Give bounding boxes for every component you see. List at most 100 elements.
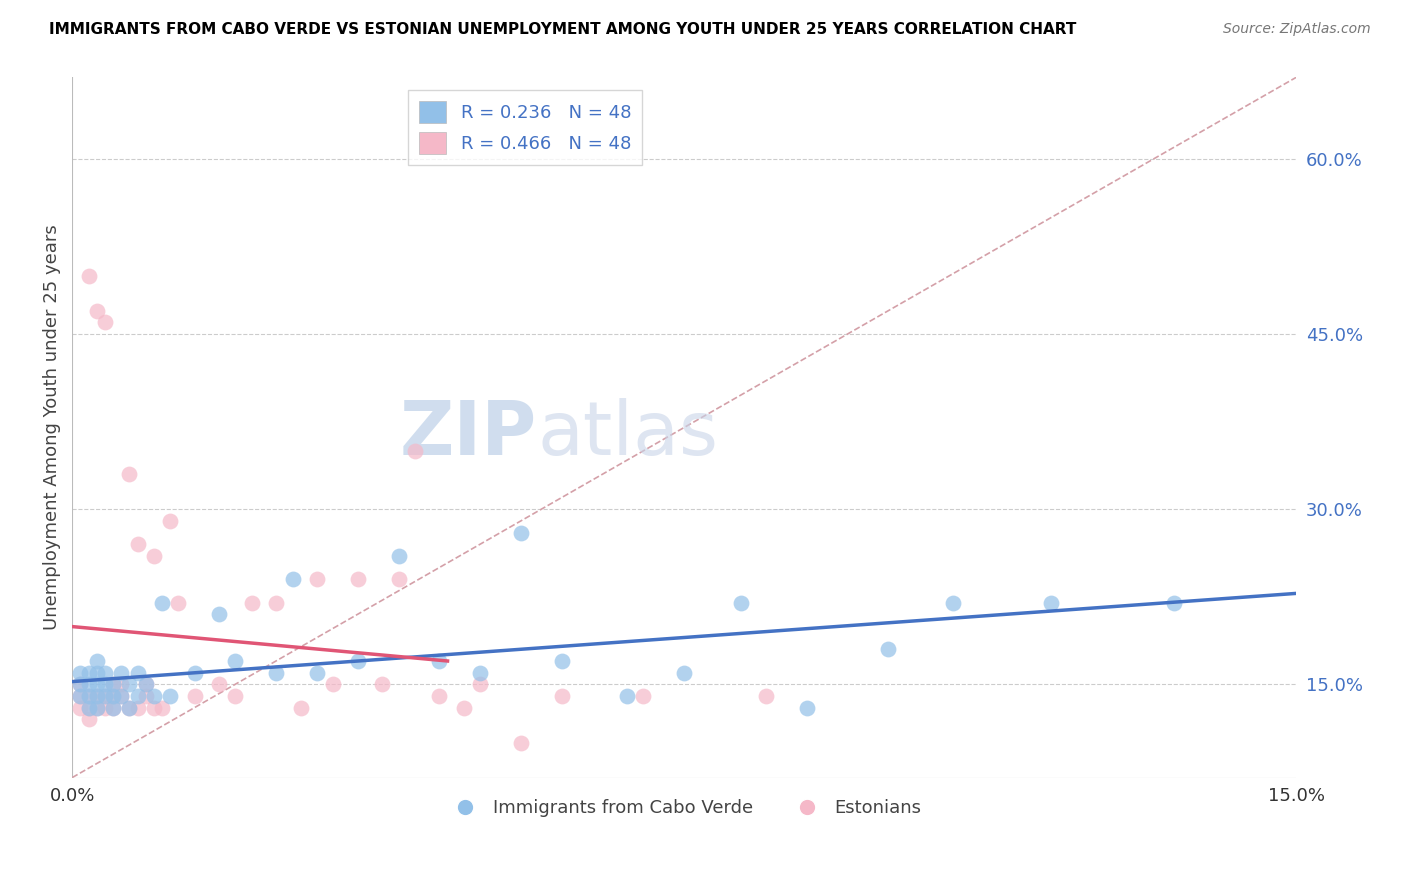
Point bbox=[150, 595, 173, 609]
Point bbox=[77, 700, 100, 714]
Point bbox=[101, 689, 124, 703]
Point bbox=[110, 677, 132, 691]
Point bbox=[110, 689, 132, 703]
Point bbox=[551, 689, 574, 703]
Text: ZIP: ZIP bbox=[401, 398, 537, 471]
Point bbox=[69, 700, 91, 714]
Point bbox=[290, 700, 312, 714]
Point bbox=[264, 595, 287, 609]
Point bbox=[470, 665, 492, 680]
Point bbox=[101, 689, 124, 703]
Point bbox=[1163, 595, 1185, 609]
Point bbox=[94, 665, 117, 680]
Point bbox=[305, 665, 328, 680]
Point bbox=[69, 677, 91, 691]
Point bbox=[77, 689, 100, 703]
Point bbox=[208, 677, 231, 691]
Point bbox=[94, 700, 117, 714]
Point bbox=[77, 268, 100, 283]
Point bbox=[633, 689, 655, 703]
Point bbox=[616, 689, 638, 703]
Point bbox=[305, 572, 328, 586]
Point bbox=[167, 595, 190, 609]
Point bbox=[159, 514, 181, 528]
Point bbox=[281, 572, 304, 586]
Point bbox=[118, 677, 141, 691]
Point bbox=[346, 654, 368, 668]
Point bbox=[101, 677, 124, 691]
Point bbox=[240, 595, 263, 609]
Text: IMMIGRANTS FROM CABO VERDE VS ESTONIAN UNEMPLOYMENT AMONG YOUTH UNDER 25 YEARS C: IMMIGRANTS FROM CABO VERDE VS ESTONIAN U… bbox=[49, 22, 1077, 37]
Point bbox=[77, 677, 100, 691]
Point bbox=[86, 677, 108, 691]
Point bbox=[150, 700, 173, 714]
Point bbox=[470, 677, 492, 691]
Point bbox=[69, 689, 91, 703]
Y-axis label: Unemployment Among Youth under 25 years: Unemployment Among Youth under 25 years bbox=[44, 225, 60, 631]
Point bbox=[346, 572, 368, 586]
Point bbox=[453, 700, 475, 714]
Point bbox=[69, 665, 91, 680]
Point bbox=[101, 700, 124, 714]
Point bbox=[371, 677, 394, 691]
Point bbox=[510, 525, 533, 540]
Point bbox=[127, 665, 149, 680]
Point bbox=[142, 549, 165, 563]
Text: atlas: atlas bbox=[537, 398, 718, 471]
Point bbox=[135, 689, 157, 703]
Point bbox=[730, 595, 752, 609]
Point bbox=[101, 677, 124, 691]
Text: Source: ZipAtlas.com: Source: ZipAtlas.com bbox=[1223, 22, 1371, 37]
Point bbox=[86, 654, 108, 668]
Point bbox=[110, 689, 132, 703]
Point bbox=[404, 443, 426, 458]
Point bbox=[77, 712, 100, 726]
Point bbox=[322, 677, 344, 691]
Point bbox=[183, 689, 205, 703]
Point bbox=[86, 700, 108, 714]
Point bbox=[135, 677, 157, 691]
Point bbox=[86, 303, 108, 318]
Point bbox=[86, 689, 108, 703]
Point bbox=[127, 537, 149, 551]
Point bbox=[101, 700, 124, 714]
Point bbox=[942, 595, 965, 609]
Point bbox=[77, 700, 100, 714]
Point bbox=[159, 689, 181, 703]
Point bbox=[427, 689, 450, 703]
Point bbox=[94, 689, 117, 703]
Point bbox=[673, 665, 696, 680]
Point bbox=[387, 549, 409, 563]
Point bbox=[427, 654, 450, 668]
Point bbox=[86, 665, 108, 680]
Point bbox=[142, 700, 165, 714]
Point bbox=[796, 700, 818, 714]
Point bbox=[118, 700, 141, 714]
Point bbox=[69, 677, 91, 691]
Point bbox=[94, 677, 117, 691]
Point bbox=[69, 689, 91, 703]
Point bbox=[86, 700, 108, 714]
Point bbox=[208, 607, 231, 622]
Point bbox=[510, 735, 533, 749]
Point bbox=[1040, 595, 1063, 609]
Point bbox=[224, 689, 246, 703]
Point bbox=[127, 700, 149, 714]
Point bbox=[118, 467, 141, 482]
Point bbox=[142, 689, 165, 703]
Point bbox=[877, 642, 900, 657]
Point bbox=[183, 665, 205, 680]
Point bbox=[264, 665, 287, 680]
Legend: Immigrants from Cabo Verde, Estonians: Immigrants from Cabo Verde, Estonians bbox=[440, 792, 928, 824]
Point bbox=[118, 700, 141, 714]
Point bbox=[94, 316, 117, 330]
Point bbox=[755, 689, 778, 703]
Point bbox=[86, 689, 108, 703]
Point bbox=[387, 572, 409, 586]
Point bbox=[127, 689, 149, 703]
Point bbox=[551, 654, 574, 668]
Point bbox=[135, 677, 157, 691]
Point bbox=[94, 689, 117, 703]
Point bbox=[110, 665, 132, 680]
Point bbox=[77, 665, 100, 680]
